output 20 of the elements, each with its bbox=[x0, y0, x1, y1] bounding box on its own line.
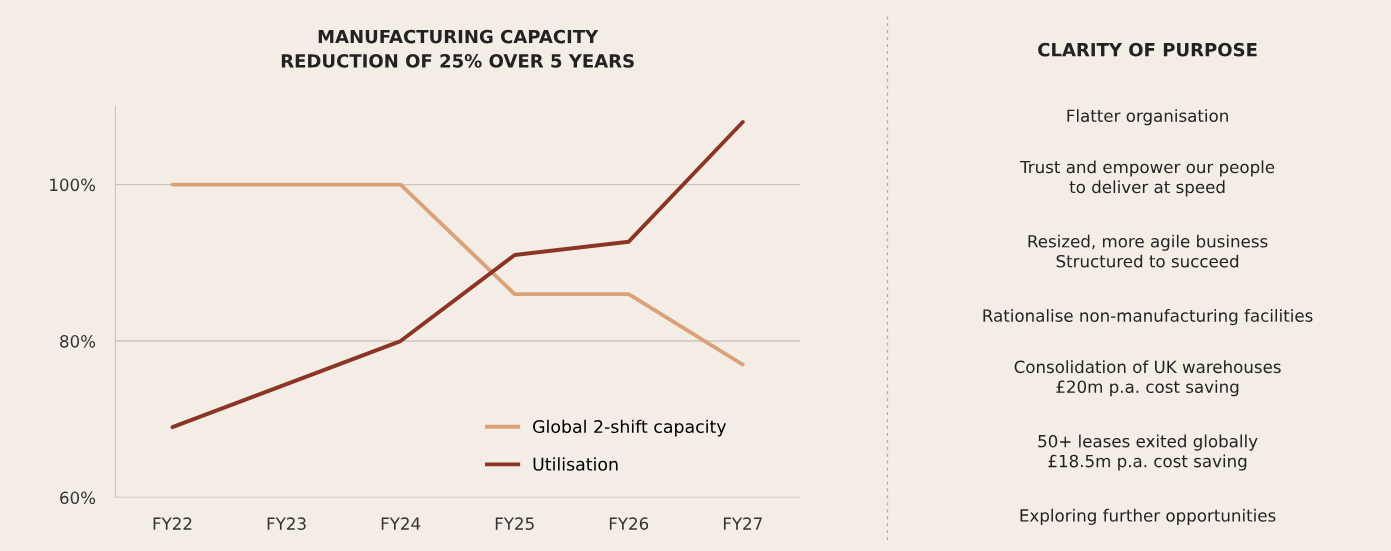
text: Trust and empower our people to deliver at speed bbox=[1020, 160, 1275, 197]
x-tick-label: FY23 bbox=[267, 517, 306, 530]
x-tick-label: FY25 bbox=[495, 517, 534, 530]
text: CLARITY OF PURPOSE bbox=[1038, 42, 1257, 57]
x-tick-label: FY26 bbox=[609, 517, 649, 530]
text: 50+ leases exited globally £18.5m p.a. cost saving bbox=[1038, 434, 1258, 471]
text: Resized, more agile business Structured to succeed bbox=[1028, 234, 1268, 268]
y-tick-label: 60% bbox=[60, 491, 96, 505]
text: Exploring further opportunities bbox=[1020, 508, 1276, 525]
x-tick-label: FY27 bbox=[723, 517, 762, 530]
chart-title: MANUFACTURING CAPACITY REDUCTION OF 25% OVER 5 YEARS bbox=[281, 29, 634, 68]
legend-label: Global 2-shift capacity bbox=[533, 419, 727, 437]
y-tick-label: 80% bbox=[60, 335, 96, 348]
text: Rationalise non-manufacturing facilities bbox=[983, 309, 1313, 326]
legend-label: Utilisation bbox=[533, 457, 618, 471]
text: Consolidation of UK warehouses £20m p.a. cost saving bbox=[1014, 360, 1281, 397]
text: Flatter organisation bbox=[1067, 109, 1228, 126]
y-tick-label: 100% bbox=[50, 178, 96, 192]
x-tick-label: FY24 bbox=[381, 517, 421, 530]
x-tick-label: FY22 bbox=[153, 517, 192, 530]
